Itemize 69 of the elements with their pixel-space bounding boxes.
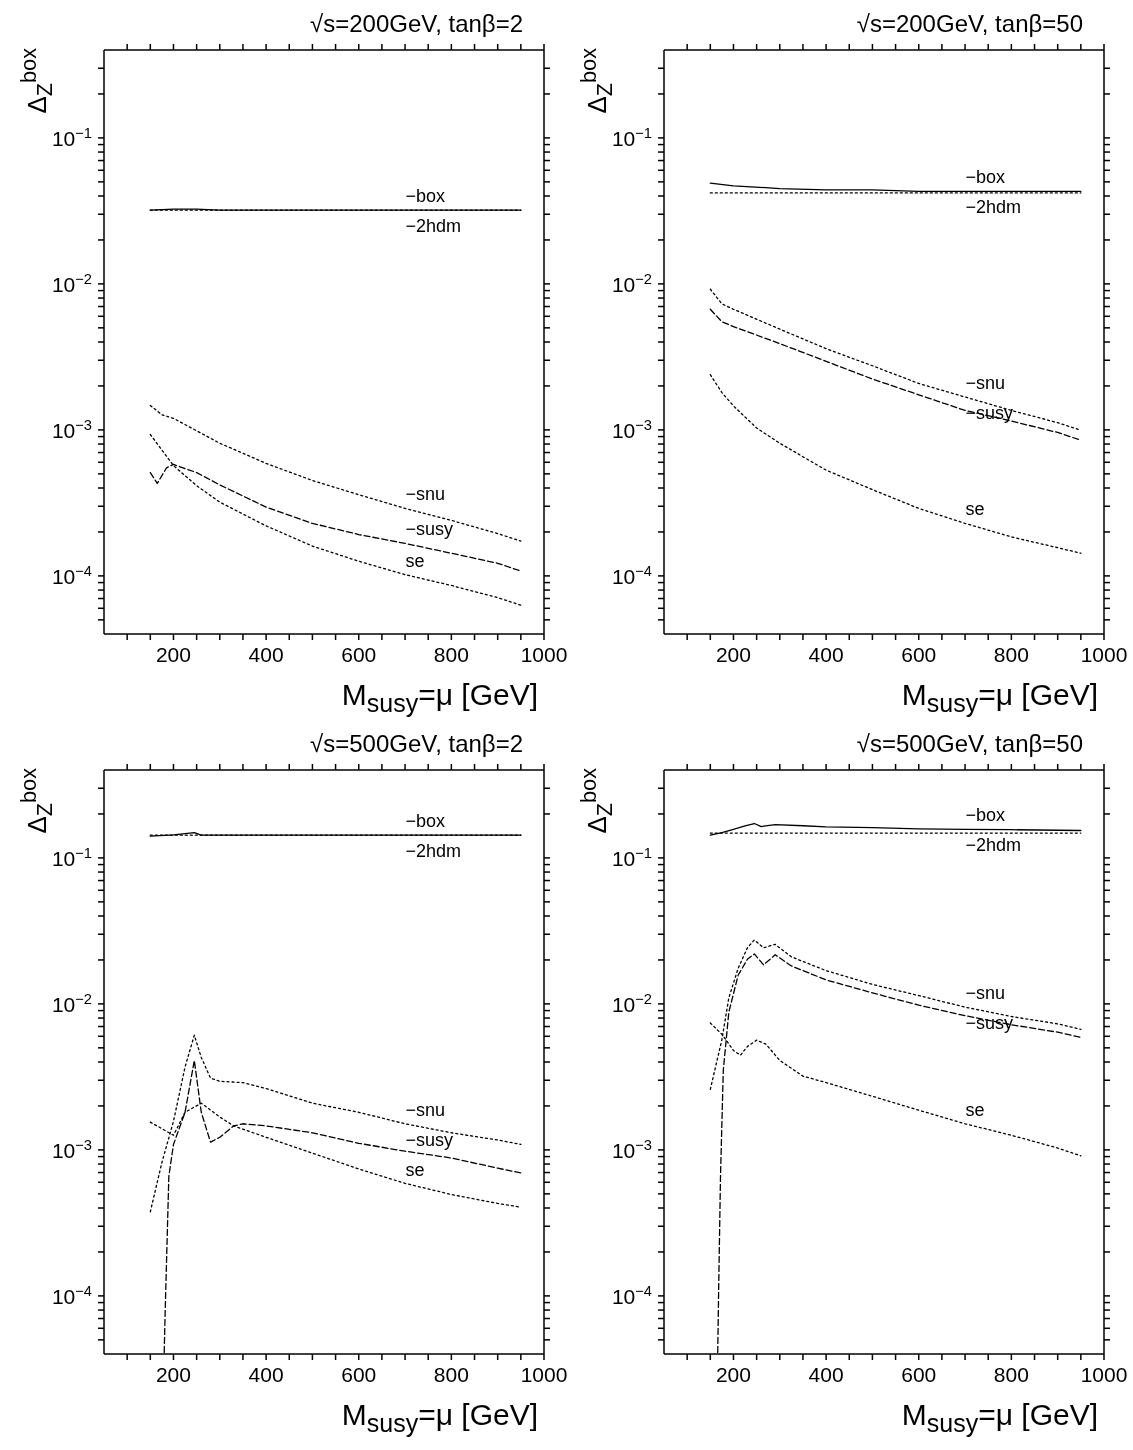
series-label: se (405, 550, 425, 571)
x-tick-label: 1000 (520, 1363, 568, 1386)
series-label: −2hdm (405, 841, 461, 862)
series-label: −susy (965, 1013, 1013, 1034)
y-tick-label: 10$^{−3}$ (51, 1136, 92, 1162)
chart-title: √s=500GeV, tanβ=2 (310, 730, 523, 758)
x-tick-label: 600 (901, 643, 937, 666)
series-label: −snu (405, 1099, 445, 1120)
series-label: se (965, 1099, 985, 1120)
x-axis-title: M$_{susy}$=μ [GeV] (341, 678, 538, 718)
x-tick-label: 1000 (1080, 643, 1128, 666)
x-tick-label: 400 (808, 1363, 844, 1386)
line-series (149, 404, 522, 542)
series-label: se (965, 499, 985, 520)
x-tick-label: 200 (155, 643, 191, 666)
x-tick-label: 800 (993, 643, 1029, 666)
line-series (709, 374, 1082, 554)
line-series (709, 308, 1082, 441)
x-tick-label: 400 (808, 643, 844, 666)
x-tick-label: 1000 (1080, 1363, 1128, 1386)
x-tick-label: 600 (901, 1363, 937, 1386)
series-label: −2hdm (965, 835, 1021, 856)
x-tick-label: 200 (715, 1363, 751, 1386)
series-label: −snu (965, 373, 1005, 394)
y-tick-label: 10$^{−2}$ (611, 990, 652, 1016)
series-label: −snu (405, 484, 445, 505)
x-tick-label: 200 (715, 643, 751, 666)
series-label: −susy (405, 1129, 453, 1150)
y-tick-label: 10$^{−3}$ (611, 416, 652, 442)
series-label: −snu (965, 983, 1005, 1004)
chart-title: √s=200GeV, tanβ=50 (856, 10, 1083, 38)
line-series (149, 433, 522, 606)
chart-title: √s=200GeV, tanβ=2 (310, 10, 523, 38)
series-label: −box (405, 811, 445, 832)
x-tick-label: 200 (155, 1363, 191, 1386)
chart-title: √s=500GeV, tanβ=50 (856, 730, 1083, 758)
x-axis-title: M$_{susy}$=μ [GeV] (901, 678, 1098, 718)
x-tick-label: 600 (341, 1363, 377, 1386)
y-tick-label: 10$^{−1}$ (51, 124, 92, 150)
x-tick-label: 400 (248, 1363, 284, 1386)
series-label: −2hdm (405, 216, 461, 237)
y-tick-label: 10$^{−4}$ (51, 562, 92, 588)
x-tick-label: 600 (341, 643, 377, 666)
x-tick-label: 800 (433, 643, 469, 666)
y-tick-label: 10$^{−1}$ (611, 124, 652, 150)
y-tick-label: 10$^{−1}$ (611, 844, 652, 870)
y-tick-label: 10$^{−4}$ (611, 562, 652, 588)
x-tick-label: 400 (248, 643, 284, 666)
y-tick-label: 10$^{−2}$ (51, 270, 92, 296)
line-series (709, 288, 1082, 431)
y-tick-label: 10$^{−4}$ (51, 1282, 92, 1308)
series-label: −box (965, 167, 1005, 188)
y-tick-label: 10$^{−2}$ (611, 270, 652, 296)
x-axis-title: M$_{susy}$=μ [GeV] (341, 1398, 538, 1438)
series-label: −box (405, 186, 445, 207)
series-label: −susy (405, 519, 453, 540)
x-tick-label: 800 (993, 1363, 1029, 1386)
y-tick-label: 10$^{−3}$ (611, 1136, 652, 1162)
y-tick-label: 10$^{−4}$ (611, 1282, 652, 1308)
line-series (149, 1034, 522, 1213)
y-tick-label: 10$^{−1}$ (51, 844, 92, 870)
x-tick-label: 800 (433, 1363, 469, 1386)
series-label: −2hdm (965, 197, 1021, 218)
x-tick-label: 1000 (520, 643, 568, 666)
y-tick-label: 10$^{−3}$ (51, 416, 92, 442)
series-label: −box (965, 805, 1005, 826)
y-tick-label: 10$^{−2}$ (51, 990, 92, 1016)
x-axis-title: M$_{susy}$=μ [GeV] (901, 1398, 1098, 1438)
series-label: se (405, 1159, 425, 1180)
